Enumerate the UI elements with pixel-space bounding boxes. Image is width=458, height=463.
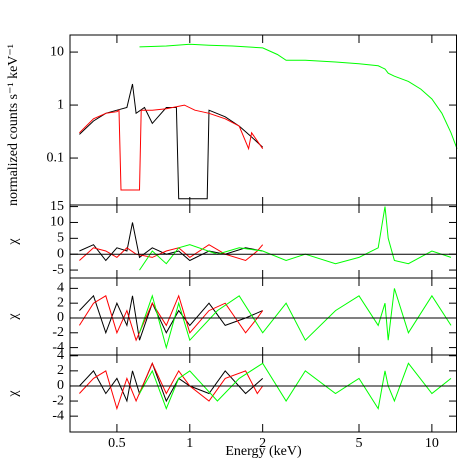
data-line xyxy=(78,294,264,342)
x-tick-label: 5 xyxy=(355,436,362,451)
x-axis-label: Energy (keV) xyxy=(225,444,302,459)
data-line xyxy=(139,206,452,271)
y-tick-label: 0 xyxy=(57,246,64,261)
y-tick-label: 5 xyxy=(57,231,64,246)
x-tick-label: 10 xyxy=(425,436,439,451)
x-tick-label: 0.5 xyxy=(108,436,126,451)
x-tick-label: 1 xyxy=(186,436,193,451)
y-tick-label: 4 xyxy=(57,348,64,363)
data-line xyxy=(79,83,264,200)
y-tick-label: -4 xyxy=(52,340,64,355)
y-tick-label: -5 xyxy=(52,262,64,277)
panel-frame xyxy=(69,354,457,433)
panel-frame xyxy=(69,204,457,279)
y-tick-label: -2 xyxy=(52,393,64,408)
x-tick-label: 2 xyxy=(259,436,266,451)
panel-frame xyxy=(69,277,457,356)
data-line xyxy=(79,104,264,191)
y-axis-label: χ xyxy=(6,238,21,246)
y-axis-label: χ xyxy=(6,313,21,321)
panel-frame xyxy=(69,34,457,206)
data-line xyxy=(139,288,452,350)
y-tick-label: 2 xyxy=(57,295,64,310)
data-line xyxy=(79,222,263,262)
y-tick-label: 1 xyxy=(57,97,64,112)
data-line xyxy=(139,43,458,149)
y-axis-label: χ xyxy=(6,390,21,398)
y-tick-label: 0 xyxy=(57,310,64,325)
y-tick-label: 15 xyxy=(50,199,64,214)
y-tick-label: 2 xyxy=(57,363,64,378)
data-line xyxy=(79,244,264,262)
y-tick-label: -2 xyxy=(52,325,64,340)
y-axis-label: normalized counts s⁻¹ keV⁻¹ xyxy=(6,44,21,206)
y-tick-label: 10 xyxy=(50,215,64,230)
y-tick-label: 10 xyxy=(50,44,64,59)
data-line xyxy=(79,362,264,411)
data-line xyxy=(139,362,452,410)
y-tick-label: 4 xyxy=(57,281,64,296)
y-tick-label: 0 xyxy=(57,378,64,393)
y-tick-label: 0.1 xyxy=(47,150,65,165)
y-tick-label: -4 xyxy=(52,408,64,423)
